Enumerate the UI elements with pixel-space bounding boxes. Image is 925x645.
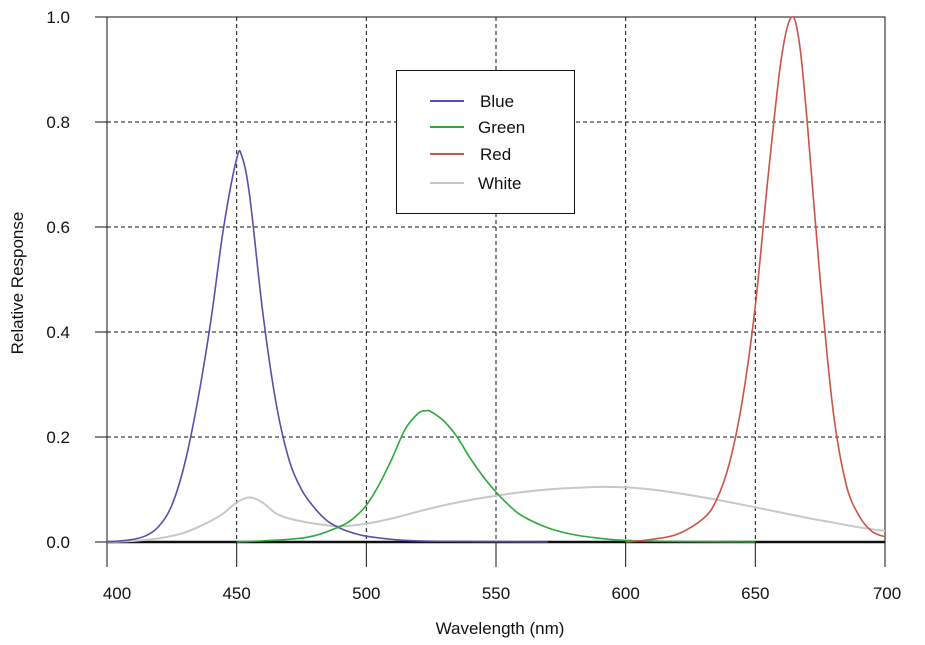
series-line-red [625,15,886,543]
legend-label-green: Green [478,118,525,137]
x-tick-label: 600 [611,584,639,603]
y-tick-label: 0.8 [46,113,70,132]
y-axis-label: Relative Response [8,212,27,355]
legend-label-white: White [478,174,521,193]
y-tick-label: 0.4 [46,323,70,342]
y-tick-label: 0.2 [46,428,70,447]
x-axis-label: Wavelength (nm) [436,619,565,638]
x-tick-label: 400 [103,584,131,603]
x-tick-label: 550 [482,584,510,603]
series-line-green [236,409,756,543]
legend-label-blue: Blue [480,92,514,111]
series-lines [106,15,886,543]
legend: Blue Green Red White [396,70,575,214]
legend-box [396,70,575,214]
x-tick-label: 650 [741,584,769,603]
y-tick-label: 1.0 [46,8,70,27]
series-line-white [106,485,886,543]
series-line-blue [106,149,548,543]
x-tick-label: 500 [352,584,380,603]
x-tick-label: 700 [873,584,901,603]
y-tick-label: 0.0 [46,533,70,552]
y-tick-label: 0.6 [46,218,70,237]
x-tick-label: 450 [222,584,250,603]
legend-label-red: Red [480,145,511,164]
